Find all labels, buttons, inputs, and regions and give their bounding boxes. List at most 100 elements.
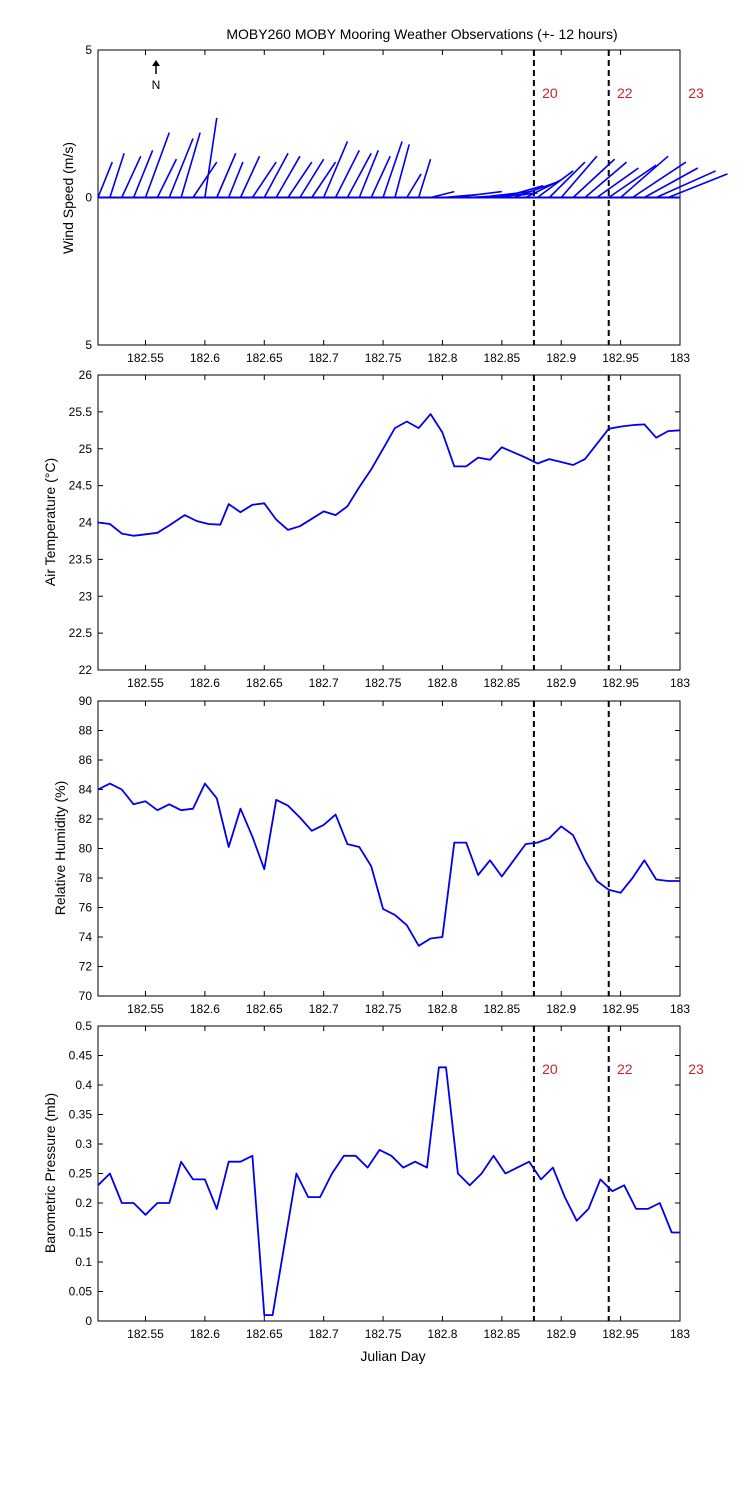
x-tick-label: 183 <box>670 676 690 690</box>
y-tick-label: 86 <box>79 753 93 767</box>
wind-stick <box>560 155 598 199</box>
wind-stick <box>430 190 455 199</box>
x-tick-label: 182.85 <box>483 351 520 365</box>
north-label: N <box>152 78 161 92</box>
baro-plot-frame <box>97 1025 681 1322</box>
x-tick-label: 182.6 <box>190 676 220 690</box>
x-tick-label: 183 <box>670 1002 690 1016</box>
x-tick-label: 182.75 <box>365 351 402 365</box>
y-tick-label: 22 <box>79 663 93 677</box>
baro-ylabel: Barometric Pressure (mb) <box>42 1093 58 1253</box>
y-tick-label: 0 <box>85 1314 92 1328</box>
y-tick-label: 26 <box>79 368 93 382</box>
x-tick-label: 182.65 <box>246 1002 283 1016</box>
wind-stick <box>406 173 422 198</box>
wind-stick <box>501 184 544 199</box>
x-tick-label: 182.85 <box>483 676 520 690</box>
y-tick-label: 90 <box>79 694 93 708</box>
y-tick-label: 23 <box>79 589 93 603</box>
x-tick-label: 182.7 <box>309 351 339 365</box>
barometric-pressure-panel: 182.55 182.6 182.65 182.7 182.75 182.8 182.85 1… <box>42 1019 704 1364</box>
x-tick-label: 182.85 <box>483 1002 520 1016</box>
wind-stick <box>370 155 391 198</box>
y-tick-label: 80 <box>79 842 93 856</box>
x-tick-label: 182.95 <box>602 676 639 690</box>
x-tick-label: 182.8 <box>427 1002 457 1016</box>
wind-stick <box>346 152 372 198</box>
relative-humidity-panel: 182.55 182.6 182.65 182.7 182.75 182.8 182.85 1… <box>52 694 690 1016</box>
x-tick-label: 182.8 <box>427 676 457 690</box>
y-tick-label: 0 <box>85 191 92 205</box>
wind-stick <box>632 161 687 199</box>
x-tick-label: 182.85 <box>483 1327 520 1341</box>
y-tick-label: 82 <box>79 812 93 826</box>
x-tick-label: 182.9 <box>546 1327 576 1341</box>
x-tick-label: 182.55 <box>127 676 164 690</box>
wind-stick <box>608 164 657 199</box>
x-tick-label: 182.75 <box>365 676 402 690</box>
rh-series-line <box>97 782 680 947</box>
x-tick-label: 182.75 <box>365 1327 402 1341</box>
north-arrow: N <box>152 60 161 92</box>
x-tick-label: 182.7 <box>309 1002 339 1016</box>
y-tick-label: 23.5 <box>69 552 93 566</box>
y-tick-label: 0.05 <box>69 1285 93 1299</box>
x-tick-label: 182.95 <box>602 1327 639 1341</box>
air-ylabel: Air Temperature (°C) <box>42 458 58 586</box>
y-tick-label: 24.5 <box>69 479 93 493</box>
wind-stick <box>572 158 616 199</box>
wind-stick <box>227 161 244 198</box>
wind-stick <box>643 167 699 199</box>
wind-stick <box>548 161 586 199</box>
y-tick-label: 25.5 <box>69 405 93 419</box>
wind-stick <box>620 155 669 199</box>
day-marker-label: 22 <box>617 1061 633 1077</box>
rh-ylabel: Relative Humidity (%) <box>52 781 68 916</box>
x-tick-label: 182.65 <box>246 1327 283 1341</box>
y-tick-label: 0.15 <box>69 1226 93 1240</box>
wind-stick <box>334 149 361 198</box>
x-tick-label: 182.7 <box>309 676 339 690</box>
wind-stick <box>121 155 142 198</box>
y-tick-label: 0.5 <box>75 1019 92 1033</box>
y-tick-label: 0.3 <box>75 1137 92 1151</box>
wind-stick <box>97 161 113 198</box>
wind-stick <box>311 161 337 198</box>
wind-stick <box>287 161 313 198</box>
wind-ylabel: Wind Speed (m/s) <box>60 142 76 254</box>
wind-stick <box>263 152 289 198</box>
wind-stick <box>667 173 728 199</box>
day-marker-label: 23 <box>688 85 704 101</box>
y-tick-label: 72 <box>79 960 93 974</box>
y-tick-label: 0.25 <box>69 1167 93 1181</box>
y-tick-label: 70 <box>79 989 93 1003</box>
wind-stick <box>584 161 628 199</box>
y-tick-label: 5 <box>85 338 92 352</box>
x-tick-label: 182.8 <box>427 351 457 365</box>
figure-title: MOBY260 MOBY Mooring Weather Observation… <box>226 26 617 42</box>
x-tick-label: 182.9 <box>546 351 576 365</box>
wind-stick <box>299 158 325 198</box>
x-tick-label: 182.65 <box>246 351 283 365</box>
x-tick-label: 183 <box>670 1327 690 1341</box>
wind-stick <box>489 192 538 199</box>
wind-stick <box>275 155 301 198</box>
wind-stick <box>655 170 716 199</box>
wind-stick <box>358 150 380 198</box>
wind-stick <box>513 181 556 199</box>
wind-stick <box>239 155 261 198</box>
wind-stick <box>417 158 432 198</box>
air-temperature-panel: 182.55 182.6 182.65 182.7 182.75 182.8 182.85 1… <box>42 368 690 690</box>
wind-stick <box>536 170 574 199</box>
wind-stick <box>144 132 171 198</box>
x-tick-label: 182.55 <box>127 1327 164 1341</box>
air-plot-frame <box>97 374 681 671</box>
x-tick-label: 182.75 <box>365 1002 402 1016</box>
x-axis-title: Julian Day <box>360 1348 425 1364</box>
rh-plot-frame <box>97 700 681 997</box>
wind-stick <box>596 167 639 199</box>
wind-speed-panel: 182.55 182.6 182.65 182.7 182.75 182.8 182.85 1… <box>60 43 728 365</box>
x-tick-label: 182.55 <box>127 1002 164 1016</box>
x-tick-label: 182.95 <box>602 351 639 365</box>
air-series-line <box>97 413 681 537</box>
